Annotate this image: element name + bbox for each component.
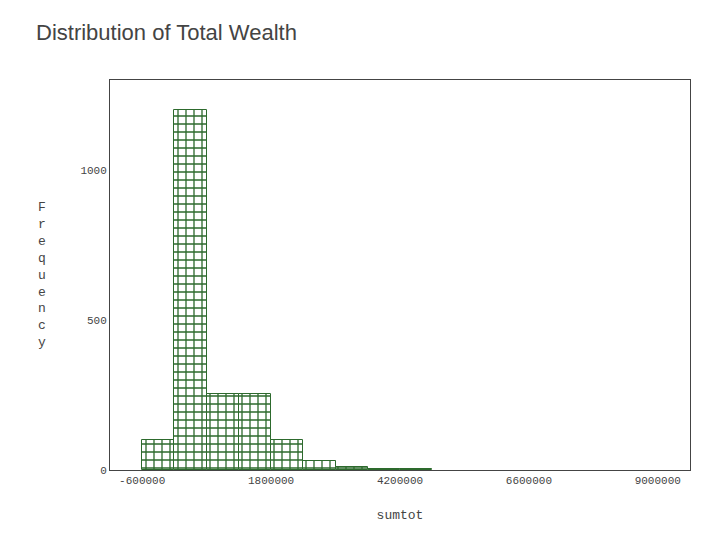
svg-text:1800000: 1800000 <box>248 475 294 487</box>
svg-text:Frequency: Frequency <box>38 200 46 350</box>
svg-text:Distribution of Total Wealth: Distribution of Total Wealth <box>36 20 297 45</box>
svg-text:-600000: -600000 <box>119 475 165 487</box>
svg-text:500: 500 <box>87 315 107 327</box>
svg-text:sumtot: sumtot <box>377 508 424 523</box>
svg-text:1000: 1000 <box>80 165 106 177</box>
svg-text:6600000: 6600000 <box>506 475 552 487</box>
svg-text:4200000: 4200000 <box>377 475 423 487</box>
svg-text:0: 0 <box>100 465 107 477</box>
svg-text:9000000: 9000000 <box>635 475 681 487</box>
